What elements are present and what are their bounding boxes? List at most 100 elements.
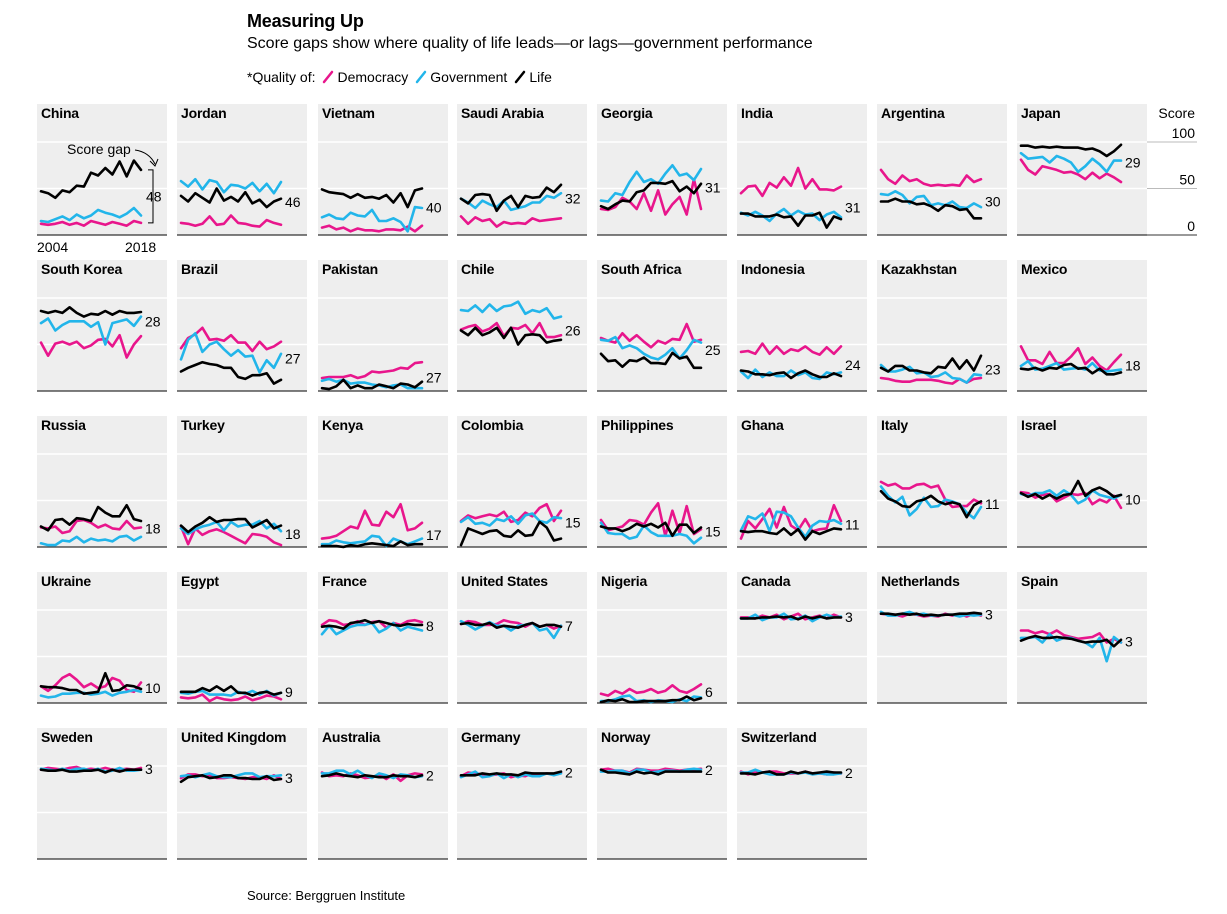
series-life-line [599,768,703,776]
panel-background [318,416,448,547]
series-democracy-line [39,219,143,227]
panel-australia: Australia 2 [318,728,448,860]
panel-argentina: Argentina 30 [877,104,1007,236]
score-gap-label: 48 [146,188,162,204]
panel-title: Norway [601,729,651,745]
series-democracy-line [320,360,424,380]
score-gap-label: 3 [285,770,293,786]
panel-title: Saudi Arabia [461,105,544,121]
panel-china: China [37,104,167,236]
panel-philippines: Philippines 15 [597,416,727,548]
score-scale: Score 100 50 0 [1147,105,1197,236]
score-gap-label: 27 [285,350,301,366]
panel-title: Argentina [881,105,945,121]
series-life-line [739,369,843,380]
panel-title: Japan [1021,105,1060,121]
series-democracy-line [739,342,843,356]
score-gap-annotation-label: Score gap [67,141,131,157]
series-life-line [459,520,563,547]
panel-title: Colombia [461,417,524,433]
series-life-line [320,772,424,779]
series-government-line [179,177,283,195]
series-democracy-line [1019,158,1123,184]
chart-header: Measuring Up Score gaps show where quali… [247,10,1207,55]
panel-title: Netherlands [881,573,960,589]
score-gap-label: 2 [845,765,853,781]
series-life-line [599,695,703,704]
score-gap-label: 23 [985,362,1001,378]
panel-united-states: United States 7 [457,572,587,704]
panel-title: Brazil [181,261,218,277]
series-democracy-line [39,518,143,535]
series-life-line [879,354,983,375]
series-democracy-line [320,502,424,540]
series-government-line [320,205,424,233]
series-democracy-line [179,693,283,703]
panel-background [457,104,587,235]
series-government-line [179,519,283,536]
panel-background [597,104,727,235]
series-life-line [1019,362,1123,376]
series-government-line [879,485,983,520]
score-gap-label: 15 [565,515,581,531]
series-life-line [39,768,143,774]
series-life-line [459,326,563,346]
panel-background [318,104,448,235]
score-gap-label: 7 [565,618,573,634]
score-gap-label: 32 [565,191,581,207]
panel-background [37,260,167,391]
series-life-line [39,159,143,200]
panel-background [737,728,867,859]
panel-title: Switzerland [741,729,817,745]
series-government-line [179,332,283,374]
score-gap-label: 27 [426,369,442,385]
start-year-label: 2004 [37,239,68,255]
series-government-line [739,368,843,381]
chart-title: Measuring Up [247,11,364,31]
panel-title: Georgia [601,105,653,121]
panel-title: Germany [461,729,521,745]
source-note: Source: Berggruen Institute [247,888,406,903]
score-gap-label: 26 [565,323,581,339]
panel-title: Turkey [181,417,225,433]
series-government-line [459,191,563,212]
series-life-line [599,521,703,538]
panel-title: Australia [322,729,381,745]
panel-background [457,728,587,859]
score-gap-label: 15 [705,524,721,540]
panel-title: Sweden [41,729,93,745]
score-gap-annotation: Score gap 48 2004 2018 [37,141,162,255]
panel-ghana: Ghana 11 [737,416,867,548]
series-life-line [459,770,563,777]
panel-south-africa: South Africa 25 [597,260,727,392]
panel-background [597,572,727,703]
score-gap-label: 24 [845,357,861,373]
series-government-line [1019,151,1123,174]
panel-spain: Spain 3 [1017,572,1147,704]
series-life-line [320,540,424,549]
series-life-line [39,305,143,318]
panel-title: Vietnam [322,105,375,121]
panel-kazakhstan: Kazakhstan 23 [877,260,1007,392]
panel-title: France [322,573,367,589]
panel-title: Israel [1021,417,1056,433]
panel-united-kingdom: United Kingdom 3 [177,728,307,860]
panel-germany: Germany 2 [457,728,587,860]
panel-russia: Russia 18 [37,416,167,548]
score-gap-label: 46 [285,194,301,210]
panel-title: Egypt [181,573,219,589]
scale-tick-label: 100 [1172,125,1196,141]
series-democracy-line [739,166,843,198]
panel-title: Italy [881,417,908,433]
panel-egypt: Egypt 9 [177,572,307,704]
panel-pakistan: Pakistan 27 [318,260,448,392]
series-life-line [739,615,843,621]
series-government-line [39,688,143,699]
series-democracy-line [39,333,143,359]
panel-switzerland: Switzerland 2 [737,728,867,860]
score-gap-label: 3 [1125,634,1133,650]
score-gap-label: 18 [1125,358,1141,374]
panel-background [877,260,1007,391]
score-gap-label: 6 [705,684,713,700]
panel-title: Chile [461,261,495,277]
